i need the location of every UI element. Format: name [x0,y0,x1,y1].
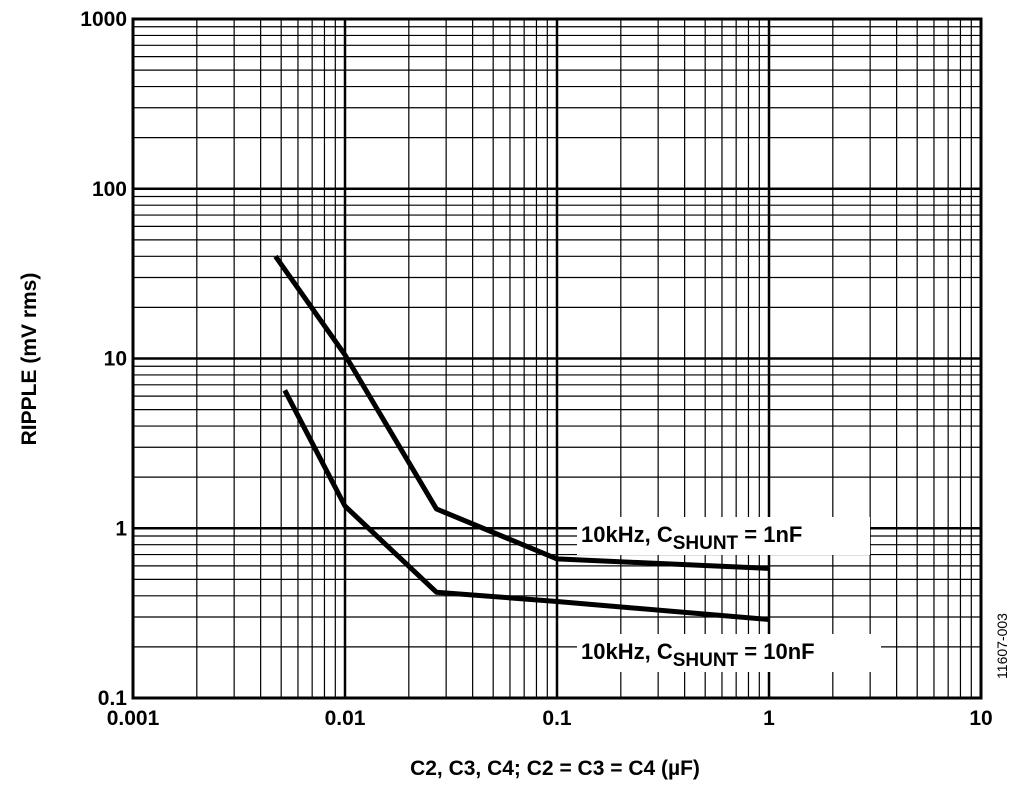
series-label-main: 10kHz, C [581,522,673,547]
plot-frame [131,17,983,700]
y-tick-label: 1000 [80,8,127,31]
figure-id: 11607-003 [994,613,1010,679]
y-tick-label: 100 [92,178,127,201]
series-label-background [577,634,881,672]
x-tick-label: 1 [763,707,775,730]
series-line-2 [282,389,770,622]
series-lines [273,254,770,622]
y-axis-title: RIPPLE (mV rms) [18,273,41,446]
series-label-tail: = 10nF [738,639,814,664]
y-tick-labels: 0.1 1 10 100 1000 [80,8,127,710]
series-label-1: 10kHz, CSHUNT = 1nF [581,522,802,554]
series-line-1 [273,254,770,571]
x-tick-labels: 0.001 0.01 0.1 1 10 [107,707,993,730]
x-tick-label: 10 [969,707,992,730]
series-label-subscript: SHUNT [673,650,739,671]
series-label-background [577,517,870,555]
x-tick-label: 0.01 [325,707,366,730]
series-label-tail: = 1nF [738,522,802,547]
series-label-main: 10kHz, C [581,639,673,664]
x-axis-title: C2, C3, C4; C2 = C3 = C4 (µF) [410,757,700,780]
y-tick-label: 10 [104,348,127,371]
series-label-subscript: SHUNT [673,533,739,554]
y-tick-label: 0.1 [98,687,128,710]
x-tick-label: 0.001 [107,707,160,730]
y-tick-label: 1 [115,517,127,540]
grid [131,19,981,700]
x-tick-label: 0.1 [542,707,572,730]
series-label-2: 10kHz, CSHUNT = 10nF [581,639,815,671]
